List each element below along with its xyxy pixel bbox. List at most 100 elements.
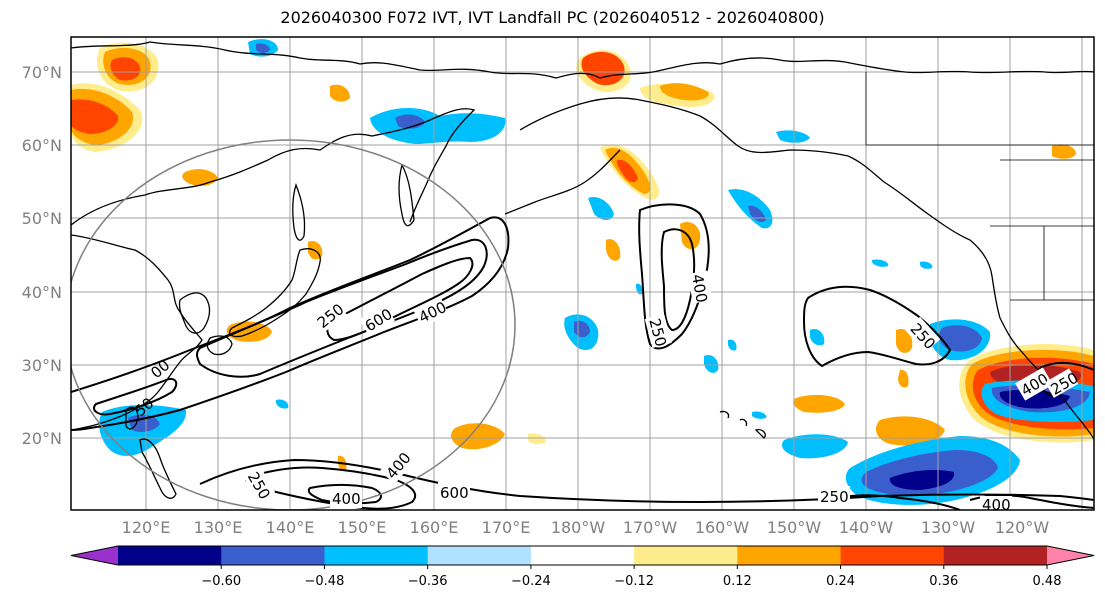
colorbar-tick-label: 0.48: [1033, 574, 1062, 589]
colorbar-extend-low: [71, 546, 118, 565]
anomaly-patch: [728, 339, 737, 351]
lat-label: 50°N: [22, 209, 62, 228]
lon-label: 150°W: [767, 518, 822, 537]
coastline-hawaii: [719, 410, 766, 439]
anomaly-patch: [939, 325, 982, 352]
colorbar: −0.60 −0.48 −0.36 −0.24 −0.12 0.12 0.24 0.36 0.4…: [70, 545, 1095, 589]
anomaly-patch: [896, 328, 913, 353]
lon-label: 170°W: [623, 518, 678, 537]
lat-label: 30°N: [22, 356, 62, 375]
coastline-kamchatka: [398, 163, 415, 227]
anomaly-patch: [1052, 144, 1076, 159]
colorbar-tick-label: −0.36: [408, 574, 448, 589]
ivt-contours: [71, 203, 1094, 510]
coastline-alaska: [519, 97, 885, 183]
anomaly-patch: [616, 159, 638, 183]
anomaly-patch: [704, 354, 719, 373]
colorbar-segment: [943, 546, 1048, 565]
coastline-korea: [178, 292, 211, 334]
lon-label: 150°E: [338, 518, 387, 537]
colorbar-tick-label: −0.12: [614, 574, 654, 589]
colorbar-segment: [427, 546, 532, 565]
contour-600-main: [326, 256, 474, 342]
latitude-labels: 70°N 60°N 50°N 40°N 30°N 20°N: [22, 63, 62, 448]
coastline-namerica: [883, 181, 1094, 441]
anomaly-patch: [256, 43, 270, 53]
anomaly-patch: [680, 221, 701, 250]
colorbar-segment: [840, 546, 945, 565]
lat-label: 70°N: [22, 63, 62, 82]
landfall-circle: [71, 139, 516, 510]
contour-600-south: [307, 484, 382, 505]
lon-label: 170°E: [482, 518, 531, 537]
contour-250-east: [802, 285, 952, 368]
anomaly-patch: [781, 434, 848, 459]
anomaly-patch: [872, 259, 889, 267]
colorbar-tick-label: 0.36: [929, 574, 958, 589]
colorbar-segment: [221, 546, 325, 565]
anomaly-patch: [898, 369, 909, 388]
lat-label: 40°N: [22, 283, 62, 302]
anomaly-patch: [920, 261, 933, 269]
anomaly-patch: [752, 411, 767, 419]
colorbar-tick-label: −0.60: [201, 574, 241, 589]
lon-label: 130°E: [194, 518, 243, 537]
contour-label: 400: [332, 490, 361, 508]
colorbar-tick-label: 0.24: [826, 574, 855, 589]
anomaly-patch: [660, 83, 709, 101]
colorbar-tick-label: −0.24: [511, 574, 551, 589]
lon-label: 140°E: [266, 518, 315, 537]
anomaly-patch: [128, 414, 160, 432]
anomaly-patch: [793, 394, 845, 413]
contour-400-central: [660, 228, 696, 332]
anomaly-patch: [276, 399, 289, 409]
colorbar-segment: [737, 546, 842, 565]
longitude-labels: 120°E 130°E 140°E 150°E 160°E 170°E 180°…: [122, 518, 1050, 537]
anomaly-patch: [110, 57, 141, 81]
contour-label: 400: [982, 496, 1011, 514]
anomaly-patch: [330, 84, 350, 102]
lat-label: 60°N: [22, 136, 62, 155]
coastline-asia-north: [71, 41, 1094, 79]
colorbar-segment: [324, 546, 429, 565]
lon-label: 130°W: [921, 518, 976, 537]
contour-400-main: [196, 238, 488, 378]
graticule: [71, 37, 1094, 510]
coastline-taiwan: [125, 406, 139, 430]
colorbar-segment: [118, 546, 222, 565]
borders: [865, 72, 1094, 301]
colorbar-segment: [530, 546, 635, 565]
lon-label: 120°W: [995, 518, 1050, 537]
coastlines: [71, 41, 1094, 499]
contour-label: 400: [688, 273, 711, 304]
anomaly-patch: [810, 328, 825, 346]
coastline-russia-east: [71, 108, 476, 226]
lon-label: 140°W: [839, 518, 894, 537]
lon-label: 160°E: [410, 518, 459, 537]
coastline-japan: [228, 248, 321, 338]
colorbar-extend-high: [1047, 546, 1094, 565]
lon-label: 120°E: [122, 518, 171, 537]
colorbar-outline: [70, 545, 1095, 566]
coastline-philippines: [139, 438, 177, 499]
contour-label: 250: [820, 488, 849, 506]
lon-label: 160°W: [695, 518, 750, 537]
anomaly-patch: [606, 239, 621, 261]
colorbar-segment: [634, 546, 738, 565]
coastline-alaska-peninsula: [504, 149, 621, 215]
contour-labels: 250 600 400 400 250 250 250 400 400 600 …: [131, 270, 1081, 514]
map-frame: [70, 36, 1095, 511]
anomaly-patch: [71, 99, 119, 134]
lon-label: 180°W: [551, 518, 606, 537]
anomaly-patch: [776, 130, 810, 143]
colorbar-tick-label: −0.48: [305, 574, 345, 589]
anomaly-patch: [588, 196, 614, 220]
anomaly-patch: [528, 433, 546, 445]
contour-250-northasia: [92, 378, 178, 416]
colorbar-tick-label: 0.12: [723, 574, 752, 589]
coastline-sakhalin: [292, 183, 306, 241]
lat-label: 20°N: [22, 429, 62, 448]
anomaly-patch: [581, 51, 625, 86]
contour-label: 600: [440, 484, 469, 502]
